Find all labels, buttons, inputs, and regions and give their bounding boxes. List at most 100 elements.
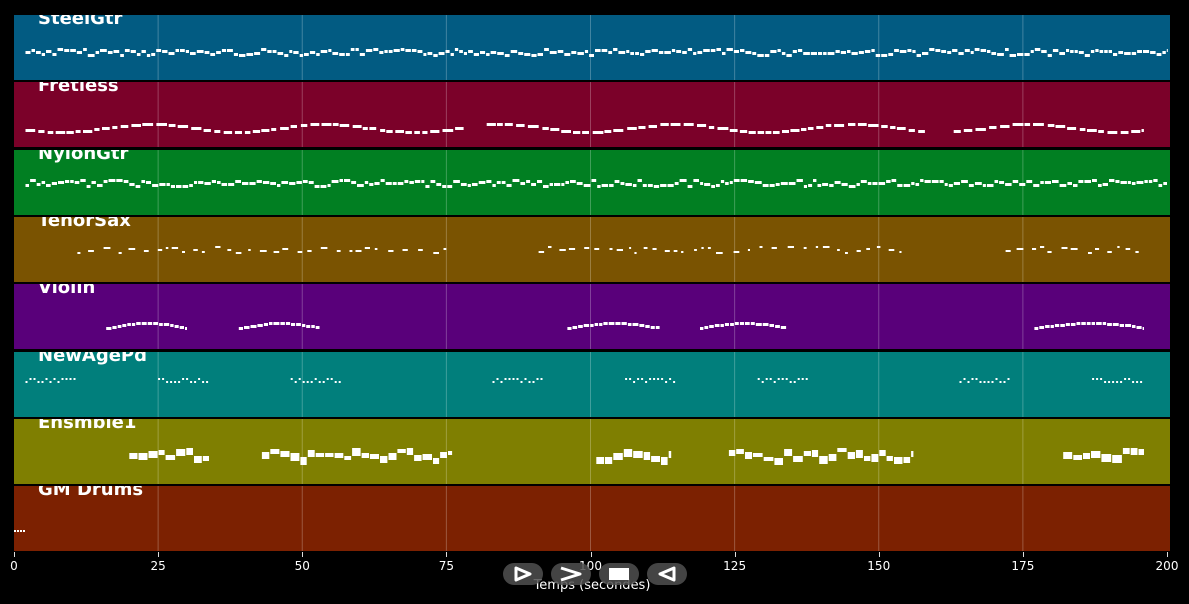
note [871,453,879,462]
note [733,50,739,53]
note [813,178,817,182]
note [637,377,640,380]
note [306,325,311,329]
note [302,179,308,183]
note [1144,179,1148,183]
note [808,183,813,187]
note [310,123,320,127]
note [891,178,897,182]
note [765,131,772,135]
note [971,377,974,380]
x-tick [1022,552,1024,557]
note [894,49,899,52]
note [537,179,543,183]
note [618,51,626,54]
note [1131,52,1137,55]
note [239,54,246,57]
note [442,129,454,133]
note [148,450,158,458]
note [271,128,277,132]
note [471,182,478,186]
note [935,49,941,52]
note [633,380,636,383]
note [724,323,729,327]
note [261,129,270,133]
note [616,248,623,251]
note [720,179,725,183]
note-area [129,418,1144,484]
note [564,53,571,56]
note [845,251,848,254]
note [156,123,167,127]
note [1135,250,1139,253]
note [700,327,704,331]
note [1073,183,1078,187]
note [1102,322,1107,326]
note [583,183,591,187]
note [868,124,879,128]
note [94,128,100,132]
note [395,130,404,134]
note [73,377,76,380]
note [711,184,715,188]
note [717,127,729,131]
track-lane: GM Drums [14,486,1170,552]
note [613,129,624,133]
note [57,380,60,383]
note [194,380,197,383]
note [777,49,781,52]
x-tick [1167,552,1168,557]
note [995,377,998,380]
note [1132,380,1135,383]
note [1136,380,1139,383]
note [1040,245,1045,248]
note [322,380,325,383]
note [1032,247,1037,250]
stop-button[interactable] [599,563,639,585]
note [987,50,991,53]
note [953,130,961,134]
note [594,247,600,250]
note [116,178,123,182]
note [204,51,210,54]
note [703,49,710,52]
note [47,131,54,135]
note [524,377,527,380]
note [252,130,261,134]
note [501,180,506,184]
note [1125,324,1132,328]
play-button[interactable] [503,563,543,585]
note [1116,380,1119,383]
note [504,123,513,127]
note [1044,180,1051,184]
note [310,380,313,383]
note [1140,380,1143,383]
track-name: NylonGtr [38,149,129,164]
note [244,131,251,135]
note [953,181,960,185]
note [108,178,116,182]
note [750,322,755,326]
note [634,251,637,254]
note [645,50,651,53]
note [374,181,380,185]
note [764,54,770,57]
note [614,179,620,183]
note [57,48,64,51]
note [455,127,464,131]
note [991,52,997,55]
note [886,179,891,183]
note [204,181,211,185]
note [803,246,807,249]
note [1120,131,1129,135]
note [645,380,648,383]
fast-forward-button[interactable] [551,563,591,585]
note [771,246,777,249]
note [185,50,189,53]
note [568,247,576,250]
note [915,182,920,186]
note [538,250,545,253]
rewind-button[interactable] [647,563,687,585]
note [289,181,296,185]
note [980,49,987,52]
